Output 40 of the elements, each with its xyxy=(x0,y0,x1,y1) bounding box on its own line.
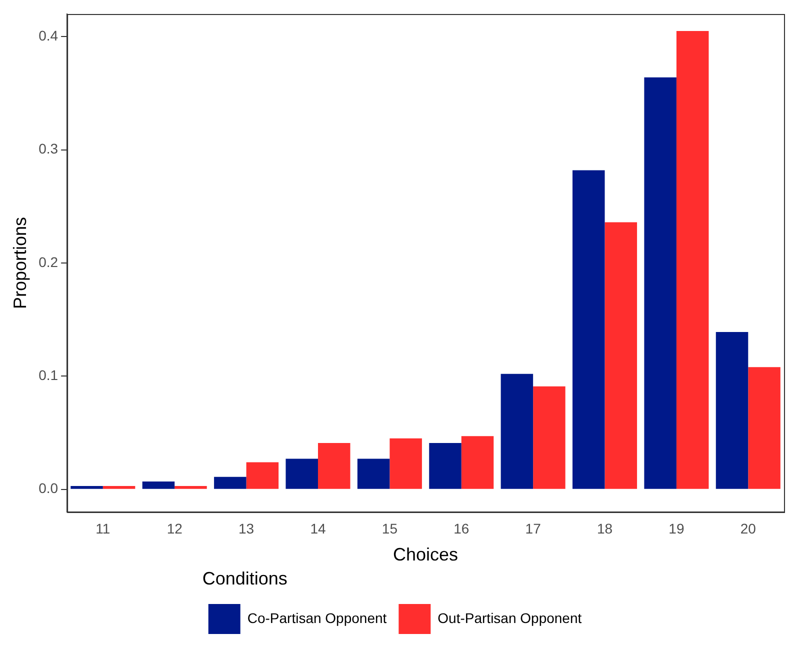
bar xyxy=(102,486,136,489)
bar xyxy=(142,481,175,489)
bar xyxy=(644,77,676,489)
y-tick-label: 0.1 xyxy=(38,367,58,384)
bar xyxy=(572,170,605,489)
bar xyxy=(748,367,780,489)
bar xyxy=(70,486,103,489)
x-tick-label: 12 xyxy=(166,520,183,536)
x-tick-label: 14 xyxy=(310,520,326,536)
bar xyxy=(429,442,462,489)
bar xyxy=(318,442,350,489)
bar xyxy=(461,436,494,489)
x-tick-label: 11 xyxy=(96,520,110,536)
y-tick-label: 0.0 xyxy=(38,480,58,496)
x-tick-label: 13 xyxy=(238,520,254,536)
x-tick-label: 20 xyxy=(740,520,756,536)
legend-label: Co-Partisan Opponent xyxy=(247,610,387,626)
x-tick-label: 15 xyxy=(382,520,398,536)
bar xyxy=(174,486,207,489)
bar xyxy=(604,222,638,489)
x-tick-label: 16 xyxy=(454,520,470,536)
bar xyxy=(676,30,709,489)
bar xyxy=(533,386,566,489)
legend-label: Out-Partisan Opponent xyxy=(438,610,582,626)
x-axis-title: Choices xyxy=(393,544,458,565)
legend-title: Conditions xyxy=(202,568,288,588)
y-tick-label: 0.4 xyxy=(38,27,58,44)
bar xyxy=(716,332,748,489)
bar xyxy=(286,458,318,489)
bar xyxy=(214,476,246,489)
y-tick-label: 0.3 xyxy=(38,140,58,157)
y-axis-title: Proportions xyxy=(10,216,30,310)
x-tick-label: 19 xyxy=(668,520,684,536)
bar xyxy=(246,462,279,489)
bar xyxy=(357,458,390,489)
x-tick-label: 17 xyxy=(525,520,542,536)
x-tick-label: 18 xyxy=(596,520,613,536)
y-tick-label: 0.2 xyxy=(38,254,58,270)
bar xyxy=(390,438,422,489)
bar xyxy=(500,374,534,489)
